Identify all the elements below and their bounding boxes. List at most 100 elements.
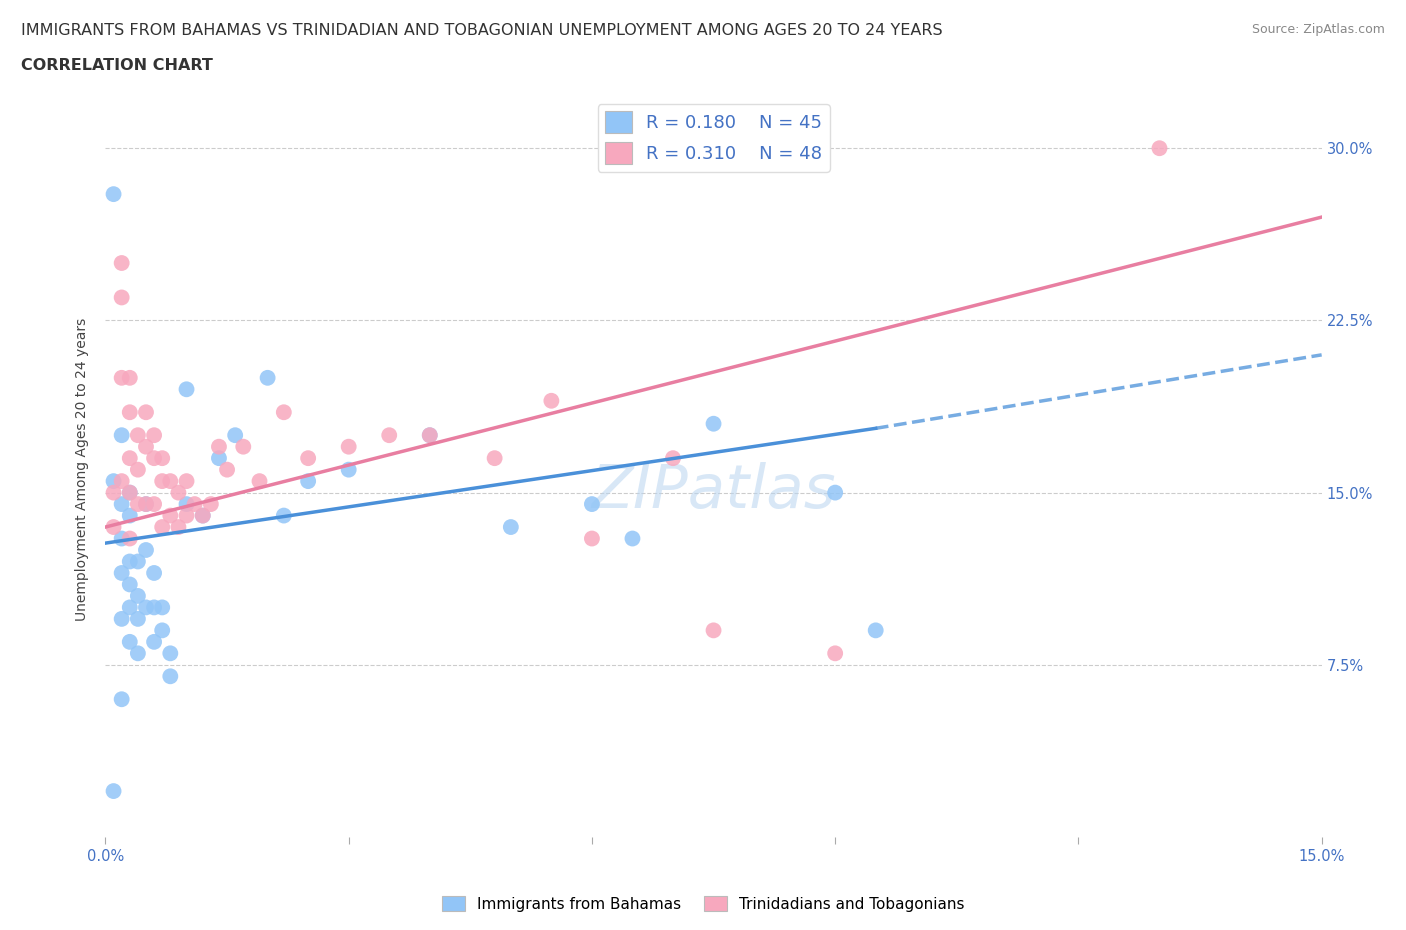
Point <box>159 645 181 660</box>
Point <box>118 600 141 615</box>
Point <box>118 554 141 569</box>
Point <box>127 428 149 443</box>
Point <box>127 462 149 477</box>
Point <box>159 473 181 488</box>
Point <box>135 497 157 512</box>
Point <box>337 439 360 454</box>
Y-axis label: Unemployment Among Ages 20 to 24 years: Unemployment Among Ages 20 to 24 years <box>76 318 90 621</box>
Point <box>135 405 157 419</box>
Point <box>111 256 134 271</box>
Point <box>118 451 141 466</box>
Point <box>224 428 246 443</box>
Point <box>159 669 181 684</box>
Point <box>540 393 562 408</box>
Point <box>581 531 603 546</box>
Point <box>256 370 278 385</box>
Point <box>111 428 134 443</box>
Point <box>103 520 125 535</box>
Point <box>118 370 141 385</box>
Point <box>232 439 254 454</box>
Point <box>159 508 181 523</box>
Text: IMMIGRANTS FROM BAHAMAS VS TRINIDADIAN AND TOBAGONIAN UNEMPLOYMENT AMONG AGES 20: IMMIGRANTS FROM BAHAMAS VS TRINIDADIAN A… <box>21 23 942 38</box>
Point <box>150 600 173 615</box>
Point <box>297 473 319 488</box>
Point <box>865 623 887 638</box>
Point <box>484 451 506 466</box>
Point <box>273 508 295 523</box>
Point <box>111 692 134 707</box>
Point <box>273 405 295 419</box>
Point <box>217 462 239 477</box>
Point <box>143 428 166 443</box>
Point <box>167 520 190 535</box>
Point <box>191 508 214 523</box>
Point <box>150 473 173 488</box>
Text: ZIPatlas: ZIPatlas <box>592 462 835 521</box>
Point <box>127 497 149 512</box>
Point <box>419 428 441 443</box>
Point <box>200 497 222 512</box>
Point <box>167 485 190 500</box>
Point <box>111 497 134 512</box>
Point <box>127 589 149 604</box>
Point <box>143 600 166 615</box>
Point <box>135 600 157 615</box>
Point <box>135 497 157 512</box>
Point <box>118 485 141 500</box>
Point <box>176 497 198 512</box>
Point <box>118 531 141 546</box>
Point <box>143 565 166 580</box>
Point <box>176 382 198 397</box>
Point <box>111 611 134 626</box>
Point <box>621 531 644 546</box>
Point <box>1149 140 1171 155</box>
Point <box>118 405 141 419</box>
Point <box>143 634 166 649</box>
Point <box>103 187 125 202</box>
Point <box>249 473 271 488</box>
Point <box>183 497 205 512</box>
Point <box>135 439 157 454</box>
Point <box>111 531 134 546</box>
Point <box>103 485 125 500</box>
Point <box>662 451 685 466</box>
Point <box>581 497 603 512</box>
Point <box>135 542 157 557</box>
Point <box>127 554 149 569</box>
Point <box>499 520 522 535</box>
Point <box>150 623 173 638</box>
Point <box>103 473 125 488</box>
Point <box>702 623 725 638</box>
Point <box>111 565 134 580</box>
Point <box>143 497 166 512</box>
Point <box>118 577 141 591</box>
Point <box>127 645 149 660</box>
Point <box>143 451 166 466</box>
Point <box>118 634 141 649</box>
Text: Source: ZipAtlas.com: Source: ZipAtlas.com <box>1251 23 1385 36</box>
Point <box>191 508 214 523</box>
Point <box>208 439 231 454</box>
Point <box>297 451 319 466</box>
Point <box>337 462 360 477</box>
Point <box>419 428 441 443</box>
Point <box>824 645 846 660</box>
Legend: R = 0.180    N = 45, R = 0.310    N = 48: R = 0.180 N = 45, R = 0.310 N = 48 <box>598 104 830 171</box>
Point <box>176 508 198 523</box>
Point <box>111 370 134 385</box>
Point <box>111 290 134 305</box>
Point <box>176 473 198 488</box>
Point <box>118 508 141 523</box>
Point <box>702 417 725 432</box>
Point <box>118 485 141 500</box>
Point <box>127 611 149 626</box>
Point <box>378 428 401 443</box>
Point <box>111 473 134 488</box>
Legend: Immigrants from Bahamas, Trinidadians and Tobagonians: Immigrants from Bahamas, Trinidadians an… <box>436 889 970 918</box>
Point <box>208 451 231 466</box>
Point <box>150 520 173 535</box>
Point <box>103 784 125 799</box>
Point <box>824 485 846 500</box>
Text: CORRELATION CHART: CORRELATION CHART <box>21 58 212 73</box>
Point <box>150 451 173 466</box>
